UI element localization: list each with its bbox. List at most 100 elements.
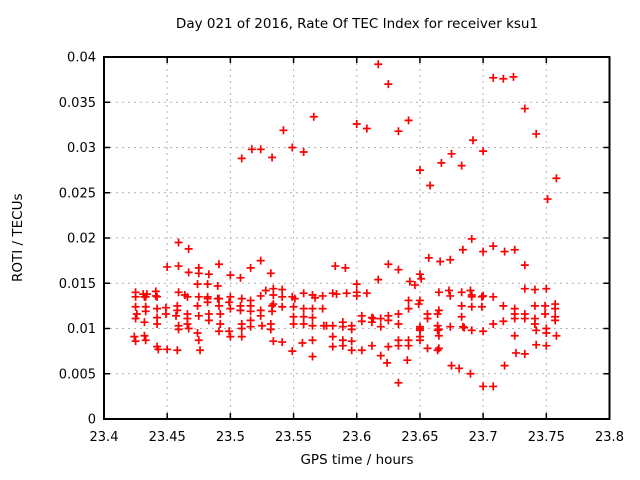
x-tick-label: 23.75 — [528, 430, 565, 445]
data-point — [367, 341, 376, 350]
grid-lines — [104, 57, 610, 419]
data-point — [269, 337, 278, 346]
data-point — [299, 289, 308, 298]
data-point — [510, 331, 519, 340]
data-point — [338, 341, 347, 350]
data-point — [434, 344, 443, 353]
data-point — [131, 337, 140, 346]
data-point — [216, 310, 225, 319]
data-point — [216, 319, 225, 328]
data-point — [499, 317, 508, 326]
data-point — [458, 322, 467, 331]
data-point — [153, 304, 162, 313]
data-point — [141, 292, 150, 301]
data-point — [352, 280, 361, 289]
data-point — [141, 336, 150, 345]
data-point — [467, 234, 476, 243]
data-point — [204, 270, 213, 279]
data-point — [308, 313, 317, 322]
data-point — [369, 314, 378, 323]
data-point — [417, 274, 426, 283]
data-point — [489, 242, 498, 251]
data-point — [458, 245, 467, 254]
data-point — [236, 273, 245, 282]
data-point — [433, 326, 442, 335]
data-point — [290, 294, 299, 303]
data-point — [279, 126, 288, 135]
data-point — [278, 285, 287, 294]
data-point — [246, 263, 255, 272]
data-point — [203, 298, 212, 307]
data-point — [499, 74, 508, 83]
data-point — [246, 322, 255, 331]
data-point — [552, 331, 561, 340]
y-tick-label: 0.02 — [67, 232, 96, 247]
data-point — [215, 327, 224, 336]
x-tick-label: 23.45 — [149, 430, 186, 445]
data-point — [384, 316, 393, 325]
data-point — [347, 346, 356, 355]
data-point — [489, 319, 498, 328]
data-point — [140, 318, 149, 327]
data-point — [520, 104, 529, 113]
data-point — [404, 296, 413, 305]
data-point — [479, 147, 488, 156]
data-point — [342, 289, 351, 298]
data-point — [184, 268, 193, 277]
data-point — [213, 281, 222, 290]
data-point — [466, 369, 475, 378]
data-point — [374, 60, 383, 69]
data-point — [225, 298, 234, 307]
data-point — [204, 316, 213, 325]
x-tick-labels: 23.4 23.45 23.5 23.55 23.6 23.65 23.7 23.75 23.8 — [90, 430, 624, 445]
y-tick-labels: 0 0.005 0.01 0.015 0.02 0.025 0.03 0.035 0.04 — [59, 51, 96, 428]
data-point — [237, 324, 246, 333]
data-point — [520, 284, 529, 293]
data-point — [434, 288, 443, 297]
data-point — [542, 284, 551, 293]
data-point — [477, 302, 486, 311]
data-point — [414, 300, 423, 309]
data-point — [457, 161, 466, 170]
data-point — [184, 324, 193, 333]
data-point — [225, 327, 234, 336]
data-point — [362, 124, 371, 133]
data-point — [376, 351, 385, 360]
data-point — [261, 286, 270, 295]
data-point — [194, 269, 203, 278]
data-point — [530, 319, 539, 328]
data-point — [541, 301, 550, 310]
data-point — [173, 306, 182, 315]
data-point — [278, 302, 287, 311]
data-point — [269, 300, 278, 309]
data-point — [193, 301, 202, 310]
x-tick-label: 23.7 — [469, 430, 498, 445]
data-point — [404, 304, 413, 313]
data-point — [460, 323, 469, 332]
data-point — [405, 277, 414, 286]
data-point — [309, 112, 318, 121]
data-point — [308, 321, 317, 330]
data-point — [278, 292, 287, 301]
data-point — [541, 310, 550, 319]
data-point — [193, 280, 202, 289]
data-point — [520, 261, 529, 270]
data-point — [520, 349, 529, 358]
data-point — [226, 304, 235, 313]
scatter-points — [130, 60, 561, 391]
data-point — [467, 326, 476, 335]
data-point — [477, 292, 486, 301]
data-point — [415, 166, 424, 175]
data-point — [226, 332, 235, 341]
data-point — [347, 325, 356, 334]
data-point — [433, 346, 442, 355]
data-point — [489, 292, 498, 301]
data-point — [394, 341, 403, 350]
y-tick-label: 0.01 — [67, 322, 96, 337]
data-point — [268, 307, 277, 316]
data-point — [257, 321, 266, 330]
data-point — [215, 260, 224, 269]
data-point — [510, 245, 519, 254]
data-point — [434, 306, 443, 315]
data-point — [384, 80, 393, 89]
